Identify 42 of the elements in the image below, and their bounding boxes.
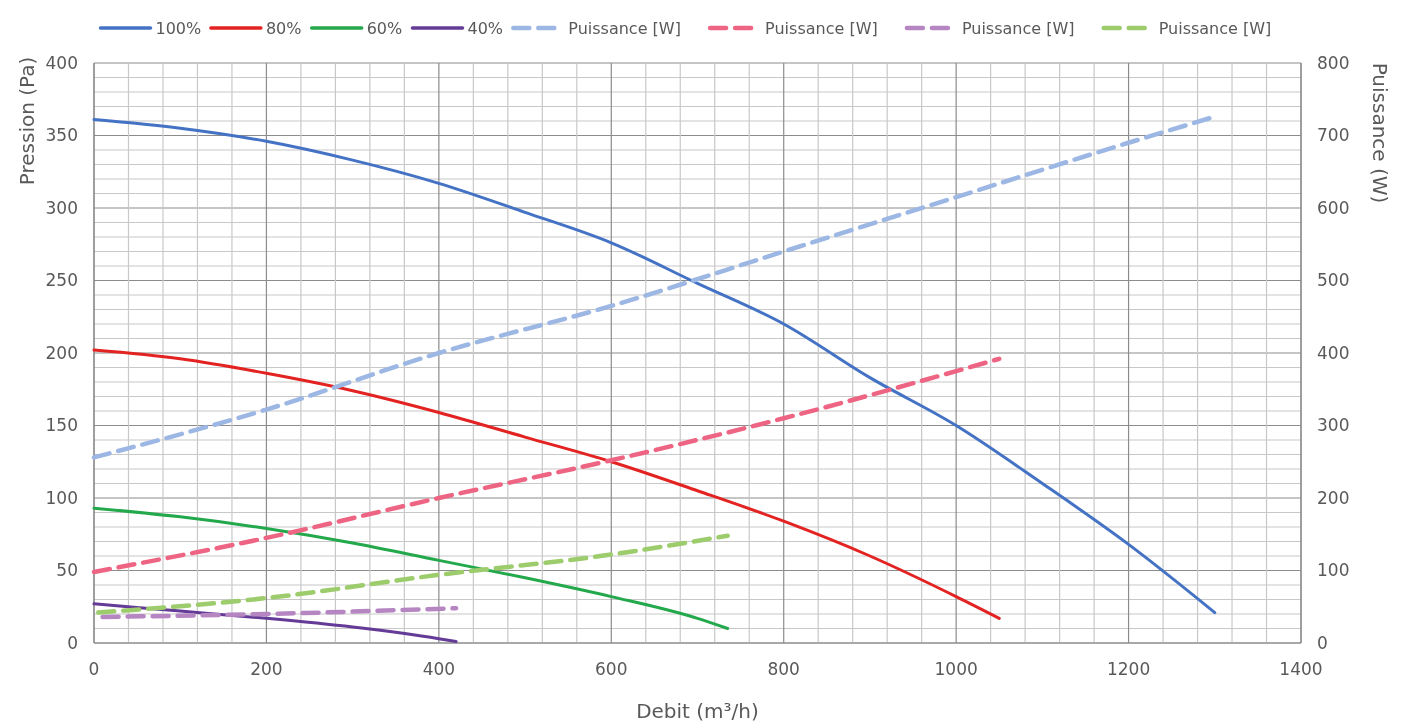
line-series bbox=[92, 118, 1217, 615]
y2-axis-title: Puissance (W) bbox=[1368, 62, 1392, 204]
y2-tick-label: 700 bbox=[1317, 125, 1350, 146]
x-tick-label: 200 bbox=[250, 659, 283, 679]
x-tick-label: 1000 bbox=[934, 659, 978, 679]
x-tick-label: 600 bbox=[595, 659, 628, 679]
x-tick-label: 0 bbox=[88, 659, 100, 679]
x-axis-title: Debit (m³/h) bbox=[636, 699, 759, 723]
line-series bbox=[96, 533, 730, 615]
x-tick-label: 1400 bbox=[1279, 659, 1323, 679]
y2-tick-label: 300 bbox=[1317, 415, 1350, 436]
line-series bbox=[92, 348, 1001, 620]
y2-tick-label: 500 bbox=[1317, 270, 1350, 291]
y-tick-label: 400 bbox=[45, 52, 78, 73]
y2-tick-label: 200 bbox=[1317, 487, 1350, 508]
x-tick-label: 400 bbox=[422, 659, 456, 679]
y-tick-label: 350 bbox=[45, 125, 78, 146]
legend-label: 80% bbox=[265, 18, 302, 38]
y-tick-label: 50 bbox=[56, 560, 78, 581]
legend-label: Puissance [W] bbox=[1158, 18, 1272, 38]
x-tick-label: 800 bbox=[767, 659, 800, 679]
y-tick-label: 300 bbox=[45, 197, 78, 218]
legend-label: 40% bbox=[467, 18, 504, 38]
line-series bbox=[91, 356, 1002, 575]
y-axis-title: Pression (Pa) bbox=[15, 56, 39, 186]
y2-tick-label: 800 bbox=[1317, 52, 1350, 73]
y-tick-label: 250 bbox=[45, 270, 78, 291]
x-tick-label: 1200 bbox=[1106, 659, 1151, 679]
y-tick-label: 150 bbox=[45, 415, 78, 436]
legend-label: Puissance [W] bbox=[568, 18, 681, 38]
y2-tick-label: 400 bbox=[1317, 342, 1350, 363]
legend-label: Puissance [W] bbox=[961, 18, 1075, 38]
y2-tick-label: 0 bbox=[1317, 632, 1328, 653]
line-series bbox=[92, 506, 730, 630]
y-tick-label: 0 bbox=[67, 632, 78, 653]
legend-label: 100% bbox=[155, 18, 202, 38]
y2-tick-label: 100 bbox=[1317, 560, 1350, 581]
y-tick-label: 200 bbox=[45, 342, 78, 363]
legend-label: Puissance [W] bbox=[765, 18, 878, 38]
legend-label: 60% bbox=[366, 18, 403, 38]
y-tick-label: 100 bbox=[45, 487, 78, 508]
y2-tick-label: 600 bbox=[1317, 197, 1350, 218]
